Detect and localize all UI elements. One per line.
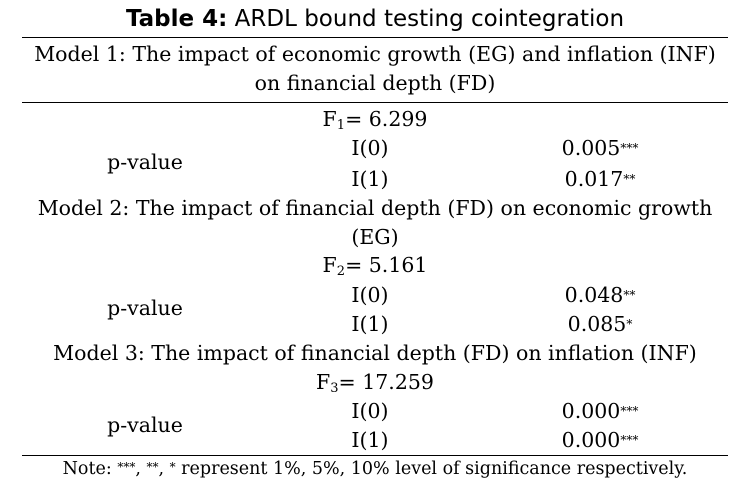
cell-value: 0.048 [564,283,624,307]
model-3-f-statistic: F3= 17.259 [0,369,750,395]
significance-stars: *** [620,404,639,418]
model-2-level-i0: I(0) [351,283,389,307]
model-2-value-i0: 0.048** [540,282,660,308]
model-1-value-i1: 0.017** [540,166,660,192]
model-1-level-i0: I(0) [351,136,389,160]
model-2-value-i1: 0.085* [540,311,660,337]
significance-stars: ** [623,288,636,302]
cell-value: 0.017 [564,167,624,191]
note-separator: , [158,459,170,479]
model-2-f-statistic: F2= 5.161 [0,252,750,278]
f-letter: F [316,370,331,394]
model-1-value-i0: 0.005*** [540,135,660,161]
f-value: = 5.161 [345,253,428,277]
model-1-p-value-label: p-value [107,150,183,174]
model-1-f-statistic: F1= 6.299 [0,106,750,132]
f-letter: F [322,253,337,277]
model-3-p-value-label: p-value [107,413,183,437]
f-subscript: 2 [336,264,346,279]
note-separator: , [135,459,147,479]
model-2-title-line-2: (EG) [351,225,399,249]
model-1-header-rule [22,102,728,103]
model-3-value-i0: 0.000*** [540,398,660,424]
cell-value: 0.085 [567,312,627,336]
cell-value: 0.000 [561,428,621,452]
f-subscript: 3 [330,381,339,396]
f-value: = 17.259 [338,370,434,394]
cell-value: 0.005 [561,136,621,160]
note-stars-10pct: * [169,460,176,474]
bottom-rule [22,455,728,456]
significance-stars: *** [620,433,639,447]
model-1-title-line-1: Model 1: The impact of economic growth (… [34,42,716,66]
significance-stars: *** [620,141,639,155]
model-1-title-line-2: on financial depth (FD) [254,71,496,95]
significance-stars: ** [623,172,636,186]
table-note: Note: ***, **, * represent 1%, 5%, 10% l… [0,458,750,480]
caption-label: Table 4: [125,6,228,32]
f-letter: F [322,107,337,131]
model-2-p-value-label: p-value [107,296,183,320]
model-1-level-i1: I(1) [351,167,389,191]
model-3-title: Model 3: The impact of financial depth (… [53,341,697,365]
table-caption: Table 4: ARDL bound testing cointegratio… [0,4,750,34]
top-rule [22,37,728,38]
note-text: represent 1%, 5%, 10% level of significa… [175,459,688,479]
caption-title: ARDL bound testing cointegration [234,6,625,32]
significance-stars: * [626,317,633,331]
model-3-value-i1: 0.000*** [540,427,660,453]
note-stars-5pct: ** [146,460,159,474]
note-prefix: Note: [62,459,118,479]
f-subscript: 1 [336,118,346,133]
model-2-title-line-1: Model 2: The impact of financial depth (… [37,196,713,220]
model-3-level-i0: I(0) [351,399,389,423]
model-2-level-i1: I(1) [351,312,389,336]
model-3-level-i1: I(1) [351,428,389,452]
cell-value: 0.000 [561,399,621,423]
f-value: = 6.299 [345,107,428,131]
note-stars-1pct: *** [117,460,136,474]
